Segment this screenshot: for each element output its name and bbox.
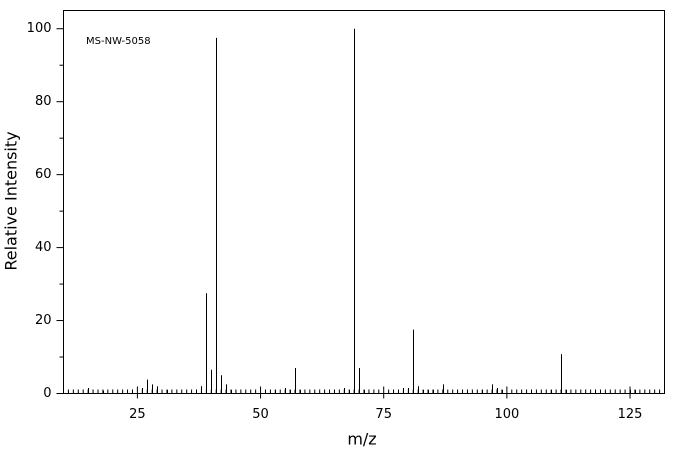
x-axis-title: m/z — [347, 430, 376, 449]
y-tick-label: 60 — [35, 167, 52, 182]
y-tick-label: 20 — [35, 313, 52, 328]
plot-frame — [63, 10, 665, 394]
y-tick-label: 100 — [27, 21, 52, 36]
y-tick-label: 80 — [35, 94, 52, 109]
y-tick-label: 40 — [35, 240, 52, 255]
x-tick-label: 125 — [618, 407, 643, 422]
x-tick-label: 25 — [129, 407, 146, 422]
x-tick-label: 75 — [375, 407, 392, 422]
annotation: MS-NW-5058 — [86, 36, 151, 47]
y-axis-title: Relative Intensity — [2, 131, 21, 270]
y-tick-label: 0 — [43, 386, 51, 401]
x-tick-label: 100 — [494, 407, 519, 422]
x-tick-label: 50 — [252, 407, 269, 422]
